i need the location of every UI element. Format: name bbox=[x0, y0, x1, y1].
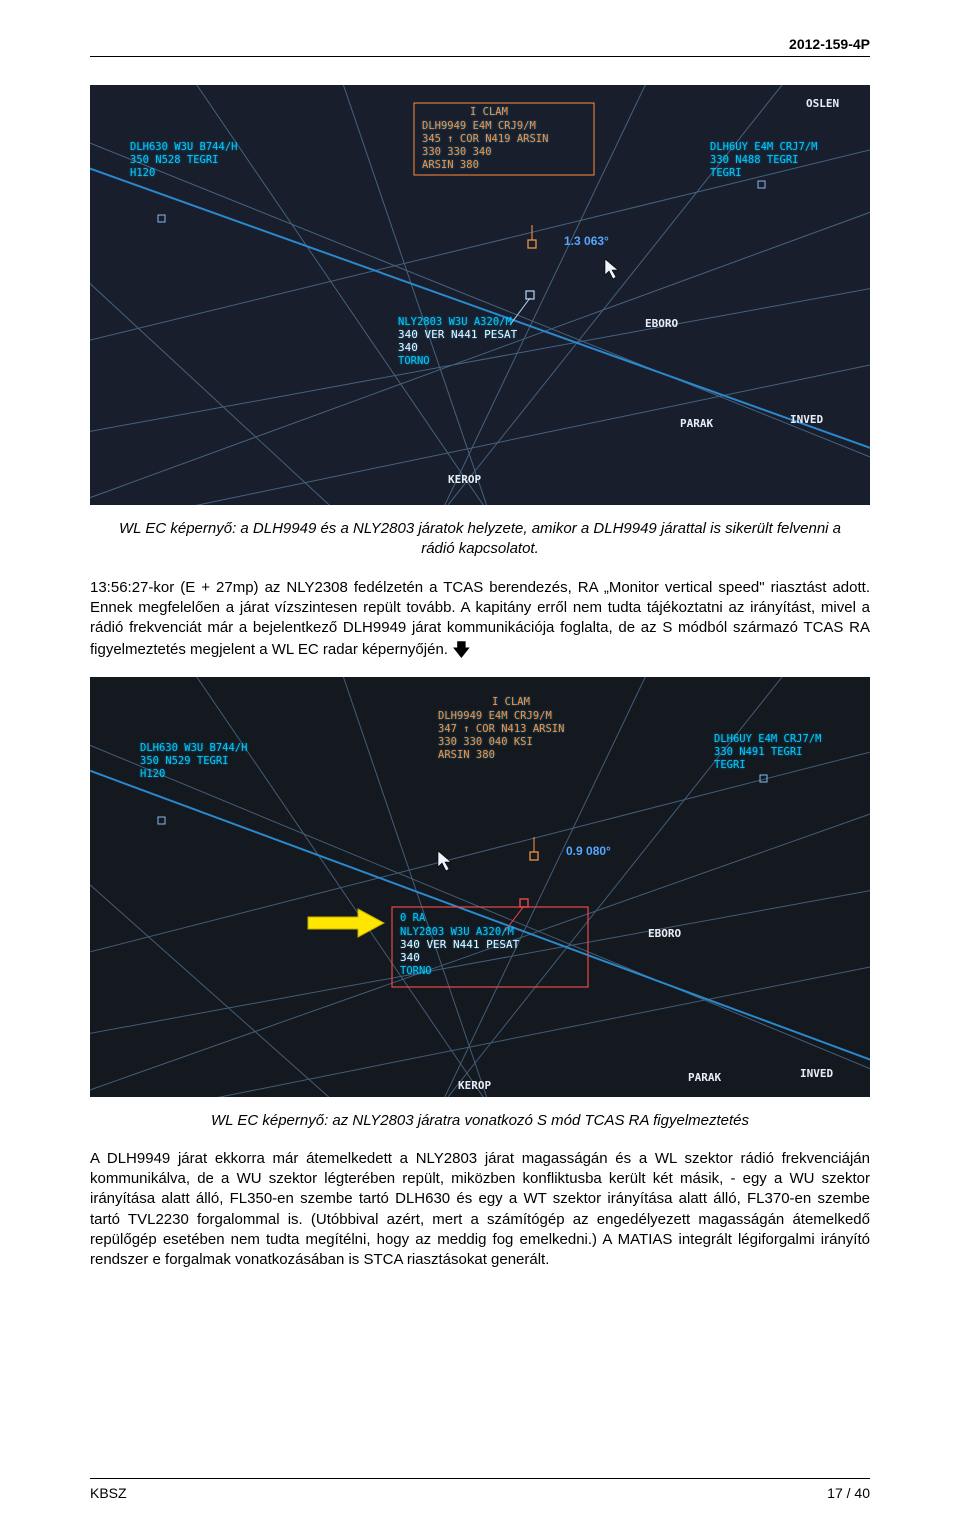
r1-top-l0: I CLAM bbox=[470, 106, 508, 118]
r2-mid-l3: 340 bbox=[400, 951, 420, 964]
r1-top-l1: DLH9949 E4M CRJ9/M bbox=[422, 120, 536, 132]
footer-right: 17 / 40 bbox=[827, 1485, 870, 1501]
r2-top-l4: ARSIN 380 bbox=[438, 749, 495, 761]
paragraph-1: 13:56:27-kor (E + 27mp) az NLY2308 fedél… bbox=[90, 578, 870, 663]
r1-left-l3: H120 bbox=[130, 167, 155, 179]
r2-wp-inved: INVED bbox=[800, 1067, 833, 1080]
r1-right-l2: 330 N488 TEGRI bbox=[710, 154, 799, 166]
page-footer: KBSZ 17 / 40 bbox=[90, 1478, 870, 1501]
r1-mid-l3: 340 bbox=[398, 341, 418, 354]
r2-mid-l4: TORNO bbox=[400, 965, 432, 977]
wp-eboro: EBORO bbox=[645, 317, 678, 330]
r1-distance: 1.3 063° bbox=[564, 234, 609, 248]
caption-2: WL EC képernyő: az NLY2803 járatra vonat… bbox=[110, 1111, 850, 1131]
r1-top-l4: ARSIN 380 bbox=[422, 159, 479, 171]
radar1-svg: OSLEN EBORO PARAK INVED KEROP DLH630 W3U… bbox=[90, 85, 870, 505]
r2-wp-parak: PARAK bbox=[688, 1071, 721, 1084]
r2-mid-l1: NLY2803 W3U A320/M bbox=[400, 926, 514, 938]
r2-left-l3: H120 bbox=[140, 768, 165, 780]
r2-distance: 0.9 080° bbox=[566, 844, 611, 858]
r2-right-l3: TEGRI bbox=[714, 759, 746, 771]
r1-top-l3: 330 330 340 bbox=[422, 146, 492, 158]
para1-text: 13:56:27-kor (E + 27mp) az NLY2308 fedél… bbox=[90, 579, 870, 659]
r2-top-l1: DLH9949 E4M CRJ9/M bbox=[438, 710, 552, 722]
r2-right-l1: DLH6UY E4M CRJ7/M bbox=[714, 733, 821, 745]
arrow-down-icon: 🡇 bbox=[452, 640, 471, 660]
r1-mid-l1: NLY2803 W3U A320/M bbox=[398, 316, 512, 328]
r2-top-l3: 330 330 040 KSI bbox=[438, 736, 533, 748]
wp-inved: INVED bbox=[790, 413, 823, 426]
r1-left-l1: DLH630 W3U B744/H bbox=[130, 141, 237, 153]
r1-right-l3: TEGRI bbox=[710, 167, 742, 179]
radar-screenshot-2: EBORO PARAK INVED KEROP DLH630 W3U B744/… bbox=[90, 677, 870, 1097]
r1-left-l2: 350 N528 TEGRI bbox=[130, 154, 219, 166]
r2-wp-kerop: KEROP bbox=[458, 1079, 491, 1092]
radar2-svg: EBORO PARAK INVED KEROP DLH630 W3U B744/… bbox=[90, 677, 870, 1097]
r2-left-l2: 350 N529 TEGRI bbox=[140, 755, 229, 767]
r2-top-l2: 347 ↑ COR N413 ARSIN bbox=[438, 723, 564, 735]
r1-right-l1: DLH6UY E4M CRJ7/M bbox=[710, 141, 817, 153]
r2-left-l1: DLH630 W3U B744/H bbox=[140, 742, 247, 754]
footer-left: KBSZ bbox=[90, 1485, 127, 1501]
r2-mid-l0: 0 RA bbox=[400, 912, 426, 924]
caption-1: WL EC képernyő: a DLH9949 és a NLY2803 j… bbox=[110, 519, 850, 560]
wp-oslen: OSLEN bbox=[806, 97, 839, 110]
r2-top-l0: I CLAM bbox=[492, 696, 530, 708]
wp-kerop: KEROP bbox=[448, 473, 481, 486]
radar-screenshot-1: OSLEN EBORO PARAK INVED KEROP DLH630 W3U… bbox=[90, 85, 870, 505]
wp-parak: PARAK bbox=[680, 417, 713, 430]
doc-id-header: 2012-159-4P bbox=[90, 36, 870, 57]
r2-right-l2: 330 N491 TEGRI bbox=[714, 746, 803, 758]
r1-mid-l4: TORNO bbox=[398, 355, 430, 367]
paragraph-2: A DLH9949 járat ekkorra már átemelkedett… bbox=[90, 1149, 870, 1271]
r1-top-l2: 345 ↑ COR N419 ARSIN bbox=[422, 133, 548, 145]
r1-mid-l2: 340 VER N441 PESAT bbox=[398, 328, 518, 341]
r2-wp-eboro: EBORO bbox=[648, 927, 681, 940]
r2-mid-l2: 340 VER N441 PESAT bbox=[400, 938, 520, 951]
